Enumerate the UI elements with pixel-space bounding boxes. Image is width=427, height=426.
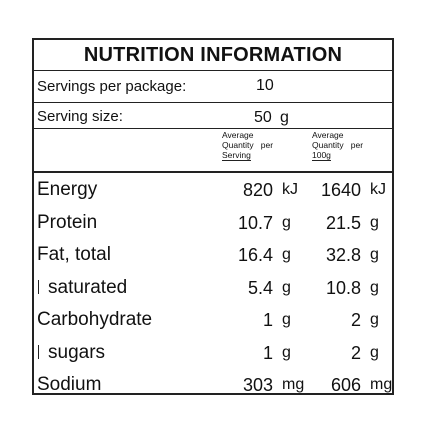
serving-size-row: Serving size: 50 g (34, 103, 392, 129)
divider (34, 128, 392, 129)
nutrient-row: Protein 10.7 g 21.5 g (34, 207, 392, 240)
serving-size-value: 50 (254, 109, 272, 126)
per-serving-value: 10.7 (237, 212, 273, 233)
per-100g-unit: g (370, 278, 379, 296)
serving-size-unit: g (280, 109, 289, 126)
per-serving-unit: mg (282, 376, 305, 393)
column-headings: Average Quantity per Serving Average Qua… (34, 129, 392, 172)
panel-title: NUTRITION INFORMATION (83, 44, 343, 66)
per-100g-unit: g (370, 246, 379, 263)
nutrient-row: Energy 820 kJ 1640 kJ (34, 174, 392, 207)
per-serving-unit: g (282, 246, 291, 263)
per-serving-unit: kJ (282, 181, 298, 198)
per-100g-value: 606 (330, 375, 361, 395)
per-100g-unit: kJ (370, 181, 386, 198)
per-serving-value: 5.4 (247, 277, 273, 298)
serving-size-label: Serving size: (37, 108, 123, 125)
per-100g-value: 2 (350, 310, 361, 330)
servings-per-package-value: 10 (256, 77, 274, 94)
per-100g-unit: mg (370, 376, 393, 393)
per-100g-unit: g (370, 311, 379, 328)
per-100g-unit: g (370, 213, 379, 231)
nutrient-label: sugars (48, 341, 106, 363)
per-serving-unit: g (282, 343, 291, 361)
per-serving-value: 1 (262, 310, 273, 330)
nutrient-row: saturated 5.4 g 10.8 g (34, 272, 392, 305)
divider (34, 171, 392, 173)
sub-item-marker (38, 279, 39, 294)
nutrient-row: Sodium 303 mg 606 mg (34, 369, 392, 402)
nutrient-label: Sodium (37, 374, 102, 395)
nutrient-label: Fat, total (37, 244, 111, 265)
per-100g-value: 10.8 (325, 277, 361, 298)
per-serving-value: 16.4 (237, 245, 273, 265)
nutrition-panel: NUTRITION INFORMATION Servings per packa… (32, 38, 394, 395)
per-serving-value: 1 (262, 342, 273, 363)
per-serving-unit: g (282, 278, 291, 296)
per-100g-heading: Average Quantity per 100g (312, 130, 364, 161)
per-serving-value: 303 (242, 375, 273, 395)
per-100g-value: 21.5 (325, 212, 361, 233)
sub-item-marker (38, 344, 39, 359)
nutrient-label: Carbohydrate (37, 309, 153, 330)
per-100g-unit: g (370, 343, 379, 361)
per-serving-unit: g (282, 213, 291, 231)
per-100g-value: 32.8 (325, 245, 361, 265)
divider (34, 70, 392, 71)
per-serving-unit: g (282, 311, 291, 328)
per-100g-value: 2 (350, 342, 361, 363)
nutrient-label: Energy (37, 179, 98, 200)
nutrient-label: Protein (37, 211, 98, 233)
nutrient-row: Fat, total 16.4 g 32.8 g (34, 239, 392, 272)
servings-per-package-label: Servings per package: (37, 78, 187, 95)
per-serving-value: 820 (242, 180, 273, 200)
per-100g-value: 1640 (320, 180, 361, 200)
nutrient-label: saturated (48, 276, 128, 298)
divider (34, 102, 392, 103)
servings-per-package-row: Servings per package: 10 (34, 72, 392, 102)
nutrient-row: Carbohydrate 1 g 2 g (34, 304, 392, 337)
per-serving-heading: Average Quantity per Serving (222, 130, 274, 161)
nutrient-row: sugars 1 g 2 g (34, 337, 392, 370)
